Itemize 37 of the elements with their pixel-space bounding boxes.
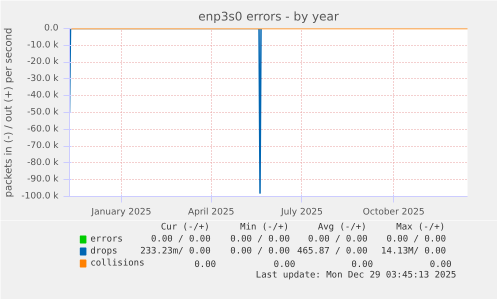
y-tick-label: -100.0 k [21, 192, 60, 202]
x-tick-label: July 2025 [280, 208, 323, 218]
legend-label: errors [90, 234, 123, 244]
text: 0.00 / 0.00 [151, 234, 211, 244]
y-axis-title: packets in (-) / out (+) per second [3, 28, 14, 198]
x-tick-label: January 2025 [90, 208, 152, 218]
x-tick-label: April 2025 [188, 208, 234, 218]
text: 0.00 / 0.00 [308, 234, 368, 244]
y-tick-label: -20.0 k [27, 57, 60, 68]
y-tick-label: -90.0 k [27, 174, 60, 185]
text: 0.00 [274, 260, 296, 270]
text: Cur (-/+) [160, 222, 210, 232]
y-tick-label: -50.0 k [27, 108, 60, 118]
y-tick-label: -40.0 k [27, 90, 60, 101]
text: 0.00 [194, 260, 216, 270]
text: 233.23m/ 0.00 [140, 246, 211, 256]
y-tick-label: -10.0 k [27, 40, 60, 50]
y-tick-label: -30.0 k [27, 74, 60, 84]
text: Max (-/+) [396, 222, 446, 232]
y-tick-label: -80.0 k [27, 158, 60, 168]
y-tick-label: 0.0 [44, 24, 59, 34]
text: 0.00 / 0.00 [230, 234, 290, 244]
legend-label: collisions [90, 258, 145, 268]
text: Avg (-/+) [318, 222, 367, 232]
x-tick-label: October 2025 [362, 208, 425, 218]
text: 0.00 [430, 260, 452, 270]
text: Min (-/+) [240, 222, 289, 232]
text: Last update: Mon Dec 29 03:45:13 2025 [256, 270, 456, 280]
text: 0.00 / 0.00 [230, 246, 290, 256]
y-tick-label: -70.0 k [27, 141, 60, 152]
text: 465.87 / 0.00 [297, 246, 368, 256]
legend-label: drops [90, 246, 118, 256]
y-tick-label: -60.0 k [27, 124, 60, 134]
text: 0.00 / 0.00 [386, 234, 446, 244]
chart-title: enp3s0 errors - by year [198, 10, 339, 24]
text: 0.00 [351, 260, 374, 270]
text: 14.13M/ 0.00 [381, 246, 446, 256]
